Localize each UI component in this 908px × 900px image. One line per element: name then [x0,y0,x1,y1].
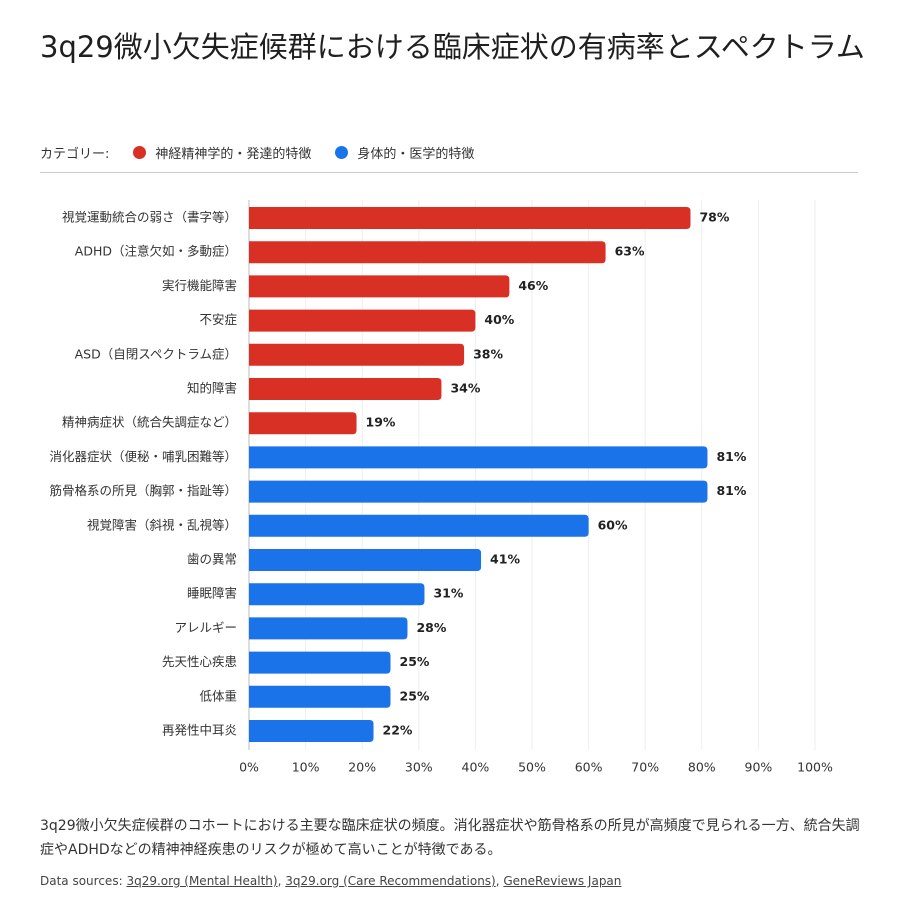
bar [249,685,391,708]
value-label: 34% [450,381,480,396]
y-tick-label: 視覚運動統合の弱さ（書字等） [62,210,237,225]
x-tick-label: 60% [575,760,603,775]
legend-label: 身体的・医学的特徴 [357,147,475,162]
x-tick-label: 70% [631,760,659,775]
value-label: 60% [598,517,628,532]
x-tick-label: 10% [292,760,320,775]
y-tick-label: 精神病症状（統合失調症など） [62,415,237,430]
divider [40,172,858,173]
bar [249,549,482,571]
y-tick-label: 睡眠障害 [187,586,237,601]
bar [249,446,708,469]
source-separator: , [495,874,504,888]
value-label: 38% [473,346,503,361]
value-label: 28% [416,620,446,635]
x-tick-label: 20% [348,760,376,775]
value-label: 78% [699,210,729,225]
y-tick-label: 筋骨格系の所見（胸郭・指趾等） [49,483,237,498]
y-tick-label: 視覚障害（斜視・乱視等） [87,517,237,532]
value-label: 25% [400,654,430,669]
bar [249,651,391,674]
legend-title: カテゴリー: [40,147,110,162]
legend-label: 神経精神学的・発達的特徴 [155,147,312,162]
legend-swatch [133,146,147,159]
legend-swatch [335,146,349,159]
x-tick-label: 80% [688,760,716,775]
bar [249,378,442,400]
value-label: 41% [490,552,520,567]
chart: 0% 10% 20% 30% 40% 50% 60% 70% 80% 90% 100% 視覚運動統合の… [49,200,833,775]
value-label: 81% [716,449,746,464]
y-tick-label: ASD（自閉スペクトラム症） [75,346,237,361]
bar [249,275,510,298]
value-label: 81% [716,483,746,498]
source-link[interactable]: GeneReviews Japan [503,874,622,888]
bar [249,207,691,229]
y-tick-label: 知的障害 [187,381,237,396]
y-tick-label: 消化器症状（便秘・哺乳困難等） [49,449,237,464]
bar [249,514,589,537]
x-tick-label: 100% [797,760,833,775]
x-tick-label: 50% [518,760,546,775]
bar [249,412,357,435]
x-tick-label: 90% [745,760,773,775]
y-tick-label: 低体重 [199,688,237,703]
bar [249,309,476,332]
legend-item: 身体的・医学的特徴 [335,143,474,162]
bar [249,480,708,503]
y-tick-label: 歯の異常 [187,552,237,567]
source-link[interactable]: 3q29.org (Care Recommendations) [285,874,496,888]
bar [249,720,374,742]
bar [249,583,425,606]
caption: 3q29微小欠失症候群のコホートにおける主要な臨床症状の頻度。消化器症状や筋骨格… [40,818,860,858]
bar [249,241,606,264]
value-label: 31% [433,586,463,601]
source-separator: , [277,874,286,888]
value-label: 25% [400,688,430,703]
legend: カテゴリー: 神経精神学的・発達的特徴 身体的・医学的特徴 [40,143,474,162]
y-tick-label: 先天性心疾患 [162,654,237,669]
y-tick-label: 再発性中耳炎 [162,723,237,738]
value-label: 40% [484,312,514,327]
value-label: 63% [615,244,645,259]
x-tick-label: 0% [239,760,259,775]
sources: Data sources: 3q29.org (Mental Health), … [40,874,621,888]
value-label: 19% [366,415,396,430]
source-link[interactable]: 3q29.org (Mental Health) [126,874,278,888]
bar [249,617,408,640]
y-tick-label: 実行機能障害 [162,278,237,293]
x-tick-label: 30% [405,760,433,775]
chart-title: 3q29微小欠失症候群における臨床症状の有病率とスペクトラム [40,30,865,64]
value-label: 46% [518,278,548,293]
value-label: 22% [383,723,413,738]
legend-item: 神経精神学的・発達的特徴 [133,143,311,162]
y-tick-label: ADHD（注意欠如・多動症） [75,244,237,259]
x-tick-label: 40% [462,760,490,775]
bar [249,343,465,366]
source-prefix: Data sources: [40,874,127,888]
y-tick-label: アレルギー [174,620,237,635]
y-tick-label: 不安症 [199,312,237,327]
